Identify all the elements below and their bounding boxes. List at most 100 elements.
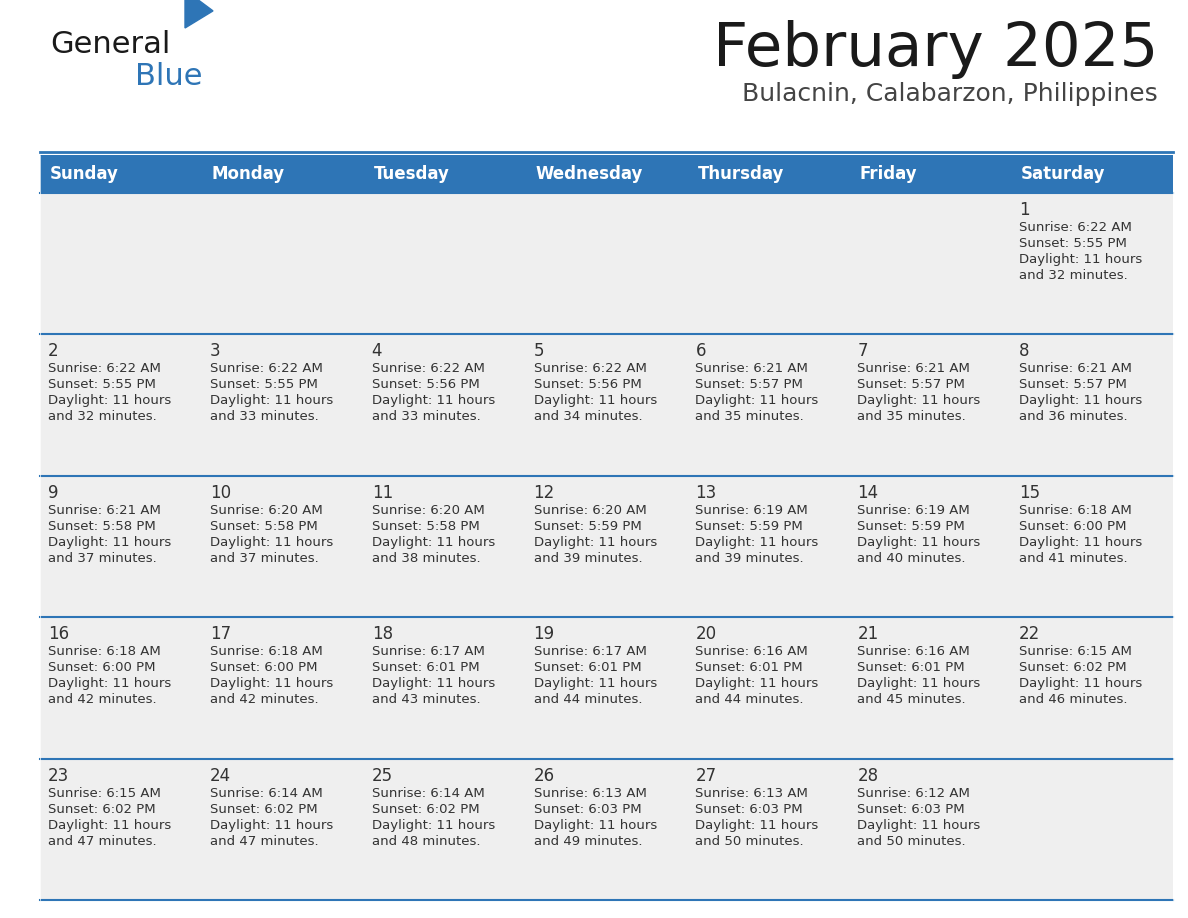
Bar bbox=[40, 476, 202, 617]
Text: and 34 minutes.: and 34 minutes. bbox=[533, 410, 643, 423]
Bar bbox=[1011, 617, 1173, 758]
Text: Sunset: 6:02 PM: Sunset: 6:02 PM bbox=[210, 802, 317, 815]
Text: and 50 minutes.: and 50 minutes. bbox=[695, 834, 804, 847]
Text: Daylight: 11 hours: Daylight: 11 hours bbox=[858, 395, 980, 408]
Bar bbox=[40, 758, 202, 900]
Text: Sunset: 5:58 PM: Sunset: 5:58 PM bbox=[210, 520, 317, 532]
Bar bbox=[849, 617, 1011, 758]
Bar bbox=[1011, 476, 1173, 617]
Text: and 41 minutes.: and 41 minutes. bbox=[1019, 552, 1127, 565]
Text: and 37 minutes.: and 37 minutes. bbox=[210, 552, 318, 565]
Text: Sunrise: 6:15 AM: Sunrise: 6:15 AM bbox=[1019, 645, 1132, 658]
Text: and 50 minutes.: and 50 minutes. bbox=[858, 834, 966, 847]
Text: Sunset: 6:01 PM: Sunset: 6:01 PM bbox=[858, 661, 965, 674]
Text: and 42 minutes.: and 42 minutes. bbox=[48, 693, 157, 706]
Bar bbox=[202, 155, 364, 193]
Text: General: General bbox=[50, 30, 170, 59]
Text: Sunset: 5:58 PM: Sunset: 5:58 PM bbox=[48, 520, 156, 532]
Text: Daylight: 11 hours: Daylight: 11 hours bbox=[1019, 395, 1143, 408]
Text: 3: 3 bbox=[210, 342, 221, 361]
Text: 28: 28 bbox=[858, 767, 878, 785]
Text: Sunset: 6:03 PM: Sunset: 6:03 PM bbox=[858, 802, 965, 815]
Text: 27: 27 bbox=[695, 767, 716, 785]
Text: Daylight: 11 hours: Daylight: 11 hours bbox=[1019, 677, 1143, 690]
Text: Sunrise: 6:13 AM: Sunrise: 6:13 AM bbox=[533, 787, 646, 800]
Text: and 43 minutes.: and 43 minutes. bbox=[372, 693, 480, 706]
Text: Sunday: Sunday bbox=[50, 165, 119, 183]
Text: and 44 minutes.: and 44 minutes. bbox=[533, 693, 642, 706]
Text: 1: 1 bbox=[1019, 201, 1030, 219]
Bar bbox=[202, 334, 364, 476]
Text: Daylight: 11 hours: Daylight: 11 hours bbox=[1019, 253, 1143, 266]
Text: Sunrise: 6:22 AM: Sunrise: 6:22 AM bbox=[533, 363, 646, 375]
Bar bbox=[525, 758, 688, 900]
Bar bbox=[688, 155, 849, 193]
Text: 6: 6 bbox=[695, 342, 706, 361]
Text: Daylight: 11 hours: Daylight: 11 hours bbox=[210, 677, 333, 690]
Text: and 33 minutes.: and 33 minutes. bbox=[210, 410, 318, 423]
Text: Sunrise: 6:16 AM: Sunrise: 6:16 AM bbox=[858, 645, 971, 658]
Text: Tuesday: Tuesday bbox=[374, 165, 449, 183]
Text: Daylight: 11 hours: Daylight: 11 hours bbox=[695, 536, 819, 549]
Text: Sunset: 6:02 PM: Sunset: 6:02 PM bbox=[1019, 661, 1126, 674]
Text: Sunset: 6:03 PM: Sunset: 6:03 PM bbox=[533, 802, 642, 815]
Text: Sunrise: 6:16 AM: Sunrise: 6:16 AM bbox=[695, 645, 808, 658]
Bar bbox=[688, 476, 849, 617]
Text: Sunrise: 6:22 AM: Sunrise: 6:22 AM bbox=[1019, 221, 1132, 234]
Text: Sunrise: 6:22 AM: Sunrise: 6:22 AM bbox=[372, 363, 485, 375]
Text: 26: 26 bbox=[533, 767, 555, 785]
Text: Daylight: 11 hours: Daylight: 11 hours bbox=[372, 677, 495, 690]
Bar bbox=[849, 334, 1011, 476]
Text: and 39 minutes.: and 39 minutes. bbox=[533, 552, 643, 565]
Text: and 45 minutes.: and 45 minutes. bbox=[858, 693, 966, 706]
Text: Sunrise: 6:14 AM: Sunrise: 6:14 AM bbox=[210, 787, 323, 800]
Text: Sunset: 5:57 PM: Sunset: 5:57 PM bbox=[695, 378, 803, 391]
Bar bbox=[688, 334, 849, 476]
Bar bbox=[40, 193, 202, 334]
Bar bbox=[364, 617, 525, 758]
Text: 4: 4 bbox=[372, 342, 383, 361]
Text: Sunset: 6:02 PM: Sunset: 6:02 PM bbox=[372, 802, 479, 815]
Text: Sunrise: 6:22 AM: Sunrise: 6:22 AM bbox=[210, 363, 323, 375]
Bar bbox=[525, 155, 688, 193]
Text: 11: 11 bbox=[372, 484, 393, 502]
Text: Sunset: 5:56 PM: Sunset: 5:56 PM bbox=[372, 378, 480, 391]
Text: Sunset: 6:01 PM: Sunset: 6:01 PM bbox=[533, 661, 642, 674]
Text: and 47 minutes.: and 47 minutes. bbox=[210, 834, 318, 847]
Text: Sunrise: 6:18 AM: Sunrise: 6:18 AM bbox=[210, 645, 323, 658]
Text: Sunset: 5:55 PM: Sunset: 5:55 PM bbox=[210, 378, 317, 391]
Text: Daylight: 11 hours: Daylight: 11 hours bbox=[695, 395, 819, 408]
Text: Sunrise: 6:17 AM: Sunrise: 6:17 AM bbox=[533, 645, 646, 658]
Bar bbox=[849, 758, 1011, 900]
Text: Daylight: 11 hours: Daylight: 11 hours bbox=[858, 536, 980, 549]
Text: 22: 22 bbox=[1019, 625, 1041, 644]
Bar bbox=[525, 193, 688, 334]
Bar bbox=[525, 334, 688, 476]
Text: Sunrise: 6:14 AM: Sunrise: 6:14 AM bbox=[372, 787, 485, 800]
Text: Bulacnin, Calabarzon, Philippines: Bulacnin, Calabarzon, Philippines bbox=[742, 82, 1158, 106]
Text: Daylight: 11 hours: Daylight: 11 hours bbox=[858, 819, 980, 832]
Bar bbox=[1011, 155, 1173, 193]
Text: Daylight: 11 hours: Daylight: 11 hours bbox=[210, 819, 333, 832]
Text: 13: 13 bbox=[695, 484, 716, 502]
Text: 8: 8 bbox=[1019, 342, 1030, 361]
Text: and 44 minutes.: and 44 minutes. bbox=[695, 693, 804, 706]
Text: and 36 minutes.: and 36 minutes. bbox=[1019, 410, 1127, 423]
Bar bbox=[364, 758, 525, 900]
Bar bbox=[525, 617, 688, 758]
Text: Sunrise: 6:22 AM: Sunrise: 6:22 AM bbox=[48, 363, 160, 375]
Text: Sunrise: 6:21 AM: Sunrise: 6:21 AM bbox=[1019, 363, 1132, 375]
Text: Sunset: 5:57 PM: Sunset: 5:57 PM bbox=[858, 378, 965, 391]
Text: Daylight: 11 hours: Daylight: 11 hours bbox=[695, 677, 819, 690]
Text: Daylight: 11 hours: Daylight: 11 hours bbox=[372, 395, 495, 408]
Text: Sunrise: 6:21 AM: Sunrise: 6:21 AM bbox=[695, 363, 808, 375]
Bar bbox=[849, 155, 1011, 193]
Text: Sunrise: 6:20 AM: Sunrise: 6:20 AM bbox=[210, 504, 323, 517]
Text: 15: 15 bbox=[1019, 484, 1041, 502]
Text: 10: 10 bbox=[210, 484, 230, 502]
Text: Saturday: Saturday bbox=[1022, 165, 1106, 183]
Text: Daylight: 11 hours: Daylight: 11 hours bbox=[533, 395, 657, 408]
Text: Friday: Friday bbox=[859, 165, 917, 183]
Text: Daylight: 11 hours: Daylight: 11 hours bbox=[1019, 536, 1143, 549]
Text: Sunset: 6:03 PM: Sunset: 6:03 PM bbox=[695, 802, 803, 815]
